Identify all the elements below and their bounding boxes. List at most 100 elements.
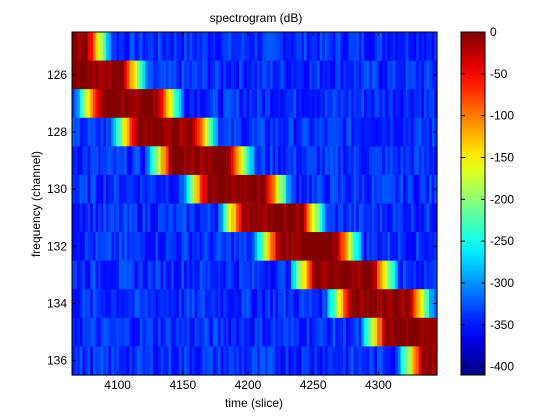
- heatmap-cell: [421, 289, 425, 319]
- heatmap-cell: [429, 317, 433, 348]
- heatmap-cell: [400, 260, 404, 290]
- heatmap-cell: [228, 346, 232, 376]
- heatmap-cell: [98, 346, 102, 376]
- heatmap-cell: [223, 117, 227, 147]
- heatmap-cell: [314, 289, 318, 319]
- heatmap-cell: [421, 174, 425, 205]
- heatmap-cell: [142, 60, 146, 90]
- heatmap-cell: [212, 117, 216, 147]
- heatmap-cell: [181, 260, 185, 290]
- heatmap-cell: [218, 32, 222, 62]
- heatmap-cell: [139, 289, 143, 319]
- heatmap-cell: [387, 317, 391, 348]
- heatmap-cell: [319, 289, 323, 319]
- heatmap-cell: [246, 203, 250, 233]
- heatmap-cell: [298, 232, 303, 262]
- heatmap-cell: [418, 32, 422, 62]
- heatmap-cell: [244, 174, 248, 205]
- heatmap-cell: [416, 346, 420, 376]
- heatmap-cell: [189, 203, 193, 233]
- heatmap-cell: [165, 32, 170, 62]
- heatmap-cell: [191, 60, 196, 90]
- heatmap-cell: [251, 317, 256, 348]
- heatmap-cell: [134, 232, 138, 262]
- heatmap-cell: [319, 317, 323, 348]
- heatmap-cell: [165, 174, 170, 205]
- heatmap-cell: [85, 89, 89, 119]
- heatmap-cell: [306, 260, 310, 290]
- heatmap-cell: [264, 174, 269, 205]
- heatmap-cell: [249, 203, 253, 233]
- heatmap-cell: [319, 260, 323, 290]
- heatmap-cell: [356, 317, 360, 348]
- heatmap-cell: [371, 117, 376, 147]
- heatmap-cell: [283, 117, 287, 147]
- heatmap-cell: [423, 146, 428, 176]
- heatmap-cell: [374, 203, 378, 233]
- heatmap-cell: [194, 260, 198, 290]
- heatmap-cell: [90, 289, 94, 319]
- heatmap-cell: [231, 232, 235, 262]
- heatmap-cell: [181, 317, 185, 348]
- heatmap-cell: [82, 60, 86, 90]
- heatmap-cell: [382, 346, 386, 376]
- heatmap-cell: [327, 174, 331, 205]
- heatmap-cell: [327, 60, 331, 90]
- heatmap-cell: [246, 260, 250, 290]
- heatmap-cell: [392, 289, 396, 319]
- heatmap-cell: [207, 174, 211, 205]
- heatmap-cell: [134, 89, 138, 119]
- heatmap-cell: [238, 89, 243, 119]
- heatmap-cell: [87, 232, 91, 262]
- heatmap-cell: [87, 117, 91, 147]
- heatmap-cell: [111, 60, 115, 90]
- heatmap-cell: [142, 289, 146, 319]
- heatmap-cell: [377, 89, 381, 119]
- heatmap-cell: [429, 89, 433, 119]
- heatmap-cell: [139, 232, 143, 262]
- heatmap-cell: [405, 174, 409, 205]
- heatmap-cell: [431, 260, 435, 290]
- heatmap-cell: [309, 317, 313, 348]
- heatmap-cell: [134, 117, 138, 147]
- heatmap-cell: [90, 146, 94, 176]
- heatmap-cell: [369, 117, 373, 147]
- heatmap-cell: [228, 289, 232, 319]
- heatmap-cell: [395, 117, 399, 147]
- heatmap-cell: [155, 203, 159, 233]
- heatmap-cell: [298, 146, 303, 176]
- heatmap-cell: [223, 146, 227, 176]
- heatmap-cell: [231, 317, 235, 348]
- heatmap-cell: [72, 32, 76, 62]
- heatmap-cell: [272, 89, 276, 119]
- heatmap-cell: [374, 89, 378, 119]
- heatmap-cell: [298, 174, 303, 205]
- heatmap-cell: [233, 89, 237, 119]
- heatmap-cell: [215, 317, 219, 348]
- heatmap-cell: [397, 60, 402, 90]
- heatmap-cell: [184, 89, 188, 119]
- heatmap-cell: [137, 260, 141, 290]
- heatmap-cell: [202, 232, 206, 262]
- heatmap-cell: [124, 317, 128, 348]
- heatmap-cell: [288, 232, 292, 262]
- heatmap-cell: [277, 89, 282, 119]
- heatmap-cell: [317, 232, 321, 262]
- heatmap-cell: [369, 346, 373, 376]
- heatmap-cell: [356, 203, 360, 233]
- heatmap-cell: [429, 32, 433, 62]
- heatmap-cell: [296, 146, 300, 176]
- heatmap-cell: [176, 260, 180, 290]
- heatmap-cell: [418, 60, 422, 90]
- heatmap-cell: [113, 146, 117, 176]
- heatmap-cell: [98, 203, 102, 233]
- heatmap-cell: [387, 117, 391, 147]
- heatmap-cell: [416, 174, 420, 205]
- heatmap-cell: [343, 117, 347, 147]
- heatmap-cell: [197, 32, 201, 62]
- heatmap-cell: [194, 32, 198, 62]
- heatmap-cell: [178, 346, 183, 376]
- heatmap-cell: [116, 232, 120, 262]
- heatmap-cell: [100, 117, 104, 147]
- heatmap-cell: [270, 60, 274, 90]
